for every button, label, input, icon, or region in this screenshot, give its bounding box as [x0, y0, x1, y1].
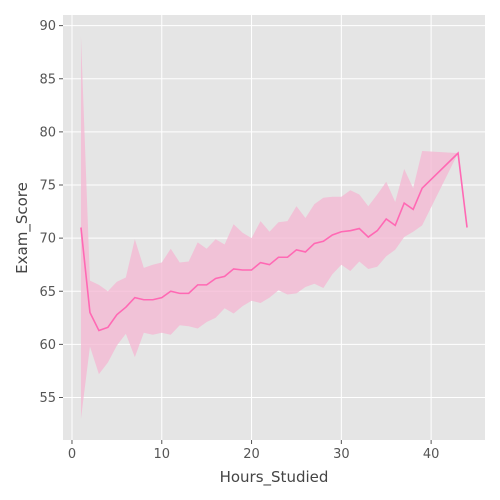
y-axis-label: Exam_Score	[13, 182, 32, 274]
x-axis-label: Hours_Studied	[220, 468, 329, 487]
y-tick-label: 80	[39, 125, 56, 140]
data-points	[80, 153, 468, 331]
y-tick-label: 60	[39, 338, 56, 353]
y-tick-label: 70	[39, 232, 56, 247]
y-tick-label: 75	[39, 179, 56, 194]
y-tick-label: 55	[39, 391, 56, 406]
confidence-band	[80, 36, 468, 419]
y-ticks: 55 60 65 70 75 80 85 90	[39, 19, 63, 406]
x-tick-label: 10	[153, 447, 170, 462]
y-tick-label: 90	[39, 19, 56, 34]
x-ticks: 0 10 20 30 40	[68, 440, 440, 462]
y-tick-label: 85	[39, 72, 56, 87]
x-tick-label: 20	[243, 447, 260, 462]
x-tick-label: 40	[423, 447, 440, 462]
x-tick-label: 0	[68, 447, 76, 462]
x-tick-label: 30	[333, 447, 350, 462]
y-tick-label: 65	[39, 285, 56, 300]
